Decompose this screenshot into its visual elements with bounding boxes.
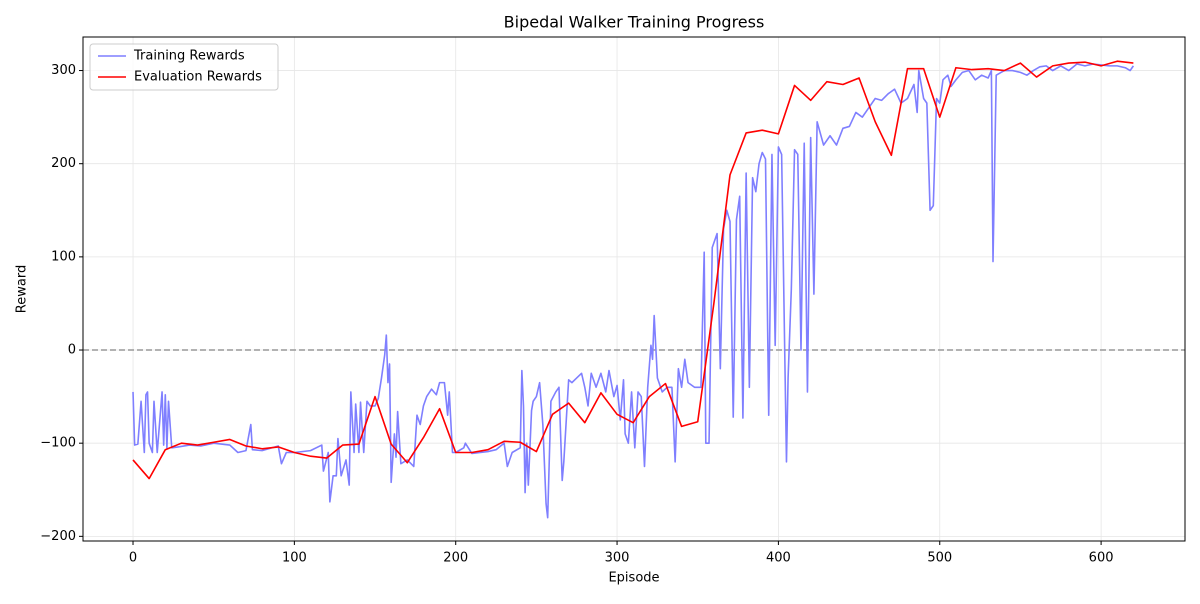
y-tick-label: −100 <box>40 436 76 451</box>
y-tick-label: 0 <box>68 343 76 358</box>
series-line <box>132 60 1134 480</box>
x-tick-label: 600 <box>1089 551 1114 566</box>
axes-frame <box>82 36 1186 542</box>
x-tick-label: 100 <box>282 551 307 566</box>
x-tick-label: 200 <box>443 551 468 566</box>
legend-label: Training Rewards <box>133 49 245 64</box>
x-tick-label: 300 <box>605 551 630 566</box>
legend-box <box>89 43 279 91</box>
y-axis-label: Reward <box>15 265 30 313</box>
x-tick-label: 0 <box>129 551 137 566</box>
chart-title: Bipedal Walker Training Progress <box>504 13 765 32</box>
y-tick-label: 200 <box>51 156 76 171</box>
legend-label: Evaluation Rewards <box>134 70 262 85</box>
series-line <box>132 63 1135 519</box>
y-tick-label: 100 <box>51 249 76 264</box>
x-tick-label: 500 <box>927 551 952 566</box>
legend: Training Rewards Evaluation Rewards <box>89 43 279 91</box>
x-tick-label: 400 <box>766 551 791 566</box>
y-tick-label: −200 <box>40 529 76 544</box>
y-tick-label: 300 <box>51 63 76 78</box>
x-axis-label: Episode <box>608 571 659 586</box>
